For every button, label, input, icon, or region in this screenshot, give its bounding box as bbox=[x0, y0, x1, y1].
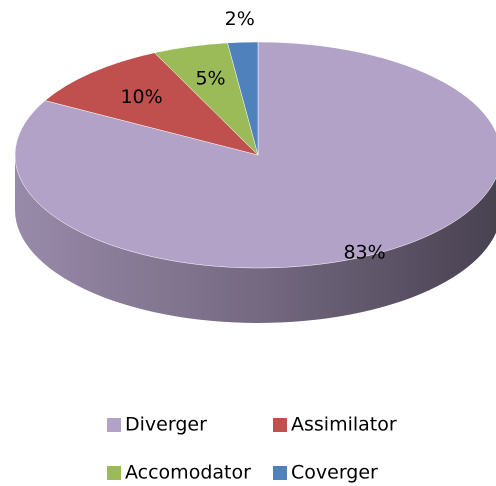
legend-label: Accomodator bbox=[125, 462, 251, 484]
legend-swatch bbox=[273, 418, 287, 432]
legend-swatch bbox=[273, 466, 287, 480]
data-label: 10% bbox=[120, 86, 162, 108]
pie-slice bbox=[14, 41, 496, 269]
legend-label: Coverger bbox=[291, 462, 378, 484]
legend-swatch bbox=[107, 418, 121, 432]
data-label: 5% bbox=[195, 68, 225, 90]
pie-slice bbox=[227, 41, 259, 156]
data-label: 2% bbox=[225, 8, 255, 30]
legend-label: Assimilator bbox=[291, 414, 397, 436]
legend-label: Diverger bbox=[125, 414, 207, 436]
pie-slice bbox=[44, 52, 259, 156]
slice-side-shade bbox=[15, 155, 496, 323]
legend-swatch bbox=[107, 466, 121, 480]
data-label: 83% bbox=[343, 242, 385, 264]
